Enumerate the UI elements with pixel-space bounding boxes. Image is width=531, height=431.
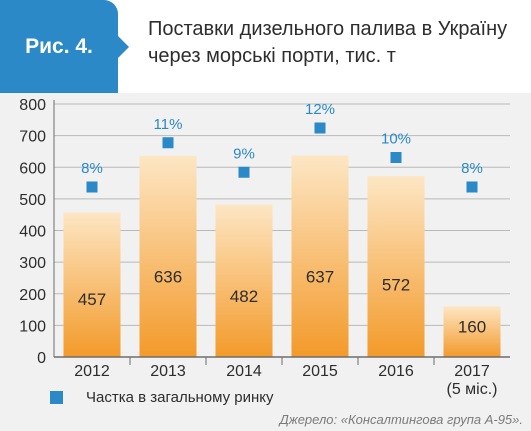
share-marker xyxy=(238,166,250,178)
figure-label: Рис. 4. xyxy=(0,0,129,93)
y-tick-label: 0 xyxy=(37,350,46,367)
axes: 0 100 200 300 400 500 600 700 800 2012 2013 2014 201… xyxy=(19,97,510,398)
share-marker xyxy=(86,181,98,193)
chart-header: Рис. 4. Поставки дизельного палива в Укр… xyxy=(0,0,531,93)
gridlines xyxy=(54,103,510,326)
x-tick-label: 2014 xyxy=(226,363,262,380)
source-note: Джерело: «Консалтингова група А-95». xyxy=(279,412,523,427)
x-tick-label: 2017 xyxy=(454,363,490,380)
share-markers: 8% 11% 9% 12% 10% 8% xyxy=(81,101,483,193)
x-tick-label: 2012 xyxy=(74,363,110,380)
bar xyxy=(367,176,425,357)
y-tick-label: 500 xyxy=(19,192,46,209)
share-label: 10% xyxy=(381,131,411,148)
legend: Частка в загальному ринку xyxy=(50,388,274,406)
bar xyxy=(63,212,121,357)
y-tick-label: 700 xyxy=(19,129,46,146)
bar-value-label: 457 xyxy=(78,290,106,309)
share-marker xyxy=(314,122,326,134)
bar-value-label: 636 xyxy=(154,268,182,287)
x-tick-label: 2015 xyxy=(302,363,338,380)
share-label: 11% xyxy=(154,116,183,133)
legend-label-share: Частка в загальному ринку xyxy=(86,388,274,406)
bar xyxy=(291,155,349,357)
bar-value-label: 637 xyxy=(306,267,334,286)
bar xyxy=(443,306,501,357)
y-tick-label: 400 xyxy=(19,224,46,241)
bar-value-label: 160 xyxy=(458,317,486,336)
share-label: 8% xyxy=(81,160,103,177)
y-tick-label: 300 xyxy=(19,255,46,272)
share-label: 8% xyxy=(461,160,483,177)
bar xyxy=(215,204,273,357)
y-tick-label: 100 xyxy=(19,318,46,335)
bar-value-label: 482 xyxy=(230,287,258,306)
share-label: 12% xyxy=(305,101,335,118)
x-tick-label: 2013 xyxy=(150,363,186,380)
chart-title: Поставки дизельного палива в Україну чер… xyxy=(148,18,508,67)
share-marker xyxy=(466,181,478,193)
y-tick-label: 600 xyxy=(19,160,46,177)
bar xyxy=(139,155,197,357)
share-marker xyxy=(390,152,402,163)
y-tick-label: 800 xyxy=(19,97,46,114)
bars: 457 636 482 637 572 160 xyxy=(63,155,501,357)
bar-value-label: 572 xyxy=(382,276,410,295)
legend-swatch-share xyxy=(50,390,63,404)
y-tick-label: 200 xyxy=(19,287,46,304)
x-tick-label: (5 міс.) xyxy=(447,381,498,398)
share-marker xyxy=(162,137,174,149)
share-label: 9% xyxy=(233,145,255,162)
x-tick-label: 2016 xyxy=(378,363,414,380)
